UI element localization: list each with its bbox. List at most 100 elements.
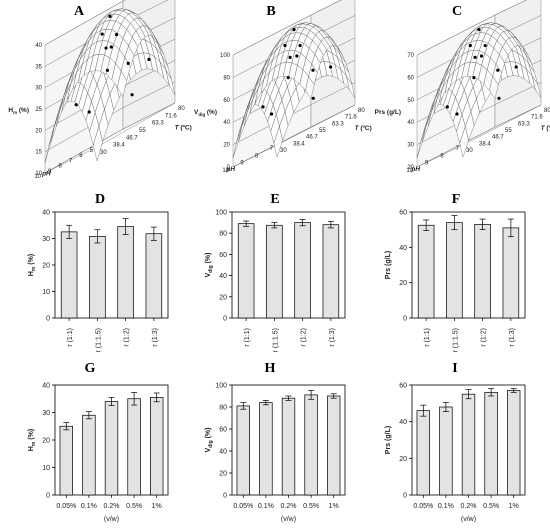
y-tick-label: 80 (219, 231, 227, 238)
z-tick-label: 40 (35, 43, 42, 49)
category-label: 0.5% (483, 503, 499, 510)
x-axis-label: pH (410, 166, 420, 173)
panel-label-c: C (452, 4, 462, 19)
z-tick-label: 100 (220, 53, 231, 59)
y-tick-label: 20 (219, 294, 227, 301)
y-tick-label: 40 (42, 210, 50, 217)
z-tick-label: 30 (407, 143, 414, 149)
bar-charts: 0 10 20 30 40 Hm (%) r (1:1) r (1:1.5) r (1:2) r … (28, 210, 526, 523)
panel-label-h: H (265, 361, 276, 376)
x-axis-label: pH (225, 166, 235, 173)
x-tick-label: 9 (425, 161, 429, 167)
y-tick-label: 40 (399, 419, 407, 426)
category-label: r (1:3) (152, 328, 159, 347)
data-point (295, 54, 299, 58)
x-tick-label: 9 (48, 169, 52, 175)
y-tick-label: 80 (358, 108, 365, 114)
data-point (288, 55, 292, 59)
z-gridline (416, 14, 496, 56)
x-tick-label: 10 (406, 168, 413, 174)
y-tick-label: 100 (215, 383, 227, 390)
z-tick-label: 15 (35, 150, 42, 156)
y-tick-label: 46.7 (126, 135, 138, 141)
z-gridline (232, 126, 312, 168)
y-tick-label: 46.7 (492, 135, 504, 141)
data-point (114, 33, 119, 37)
category-label: 0.1% (81, 503, 97, 510)
z-axis-label: Hm (%) (8, 107, 29, 115)
x-tick-label: 8 (440, 153, 444, 159)
y-tick-label: 40 (399, 245, 407, 252)
category-label: r (1:2) (481, 328, 488, 347)
surface-cell (305, 75, 315, 100)
data-point (514, 65, 518, 69)
z-tick-label: 40 (407, 120, 414, 126)
category-label: r (1:1.5) (272, 328, 279, 353)
y-tick-label: 60 (219, 427, 227, 434)
y-tick-label: 20 (399, 456, 407, 463)
bar (89, 236, 106, 319)
bar (104, 401, 119, 496)
y-tick-label: 60 (219, 252, 227, 259)
y-tick-label: 80 (544, 108, 550, 114)
category-label: r (1:1.5) (95, 328, 102, 353)
category-label: 0.5% (303, 503, 319, 510)
panel-label-b: B (266, 4, 275, 19)
bar (82, 414, 96, 496)
y-tick-label: 10 (42, 289, 50, 296)
z-tick-label: 10 (35, 171, 42, 177)
y-tick-label: 63.3 (152, 121, 164, 127)
data-point (445, 105, 449, 109)
y-tick-label: 0 (403, 316, 407, 323)
y-tick-label: 40 (219, 449, 227, 456)
z-tick-label: 50 (407, 98, 414, 104)
bar (281, 397, 296, 496)
z-gridline (44, 128, 124, 174)
y-axis-label: Prs (g/L) (385, 426, 392, 454)
y-axis-label: Prs (g/L) (385, 251, 392, 279)
data-point (311, 96, 315, 100)
bar-chart-g: 0 10 20 30 40 Hm (%) 0.05% 0.1% 0.2% 0.5% 1% (v/w) (28, 383, 169, 523)
x-tick-label: 7 (69, 158, 73, 164)
category-label: 0.5% (126, 503, 142, 510)
bar (237, 223, 255, 319)
data-point (496, 68, 500, 72)
data-point (479, 54, 484, 58)
data-point (147, 57, 151, 62)
category-label: 1% (509, 503, 519, 510)
data-point (87, 110, 91, 114)
panel-label-e: E (270, 192, 279, 207)
bar (117, 226, 134, 319)
data-point (126, 61, 130, 65)
data-point (100, 32, 104, 36)
bar (507, 390, 521, 496)
x-tick-label: 5 (90, 148, 94, 154)
bar-chart-i: 0 20 40 60 Prs (g/L) 0.05% 0.1% 0.2% 0.5% 1% (v/w) (385, 383, 526, 523)
y-tick-label: 71.6 (345, 115, 357, 121)
y-axis-label: T (ºC) (541, 125, 550, 132)
category-label: r (1:1) (424, 328, 431, 347)
y-tick-label: 20 (42, 438, 50, 445)
z-gridline (232, 14, 312, 56)
z-gridline (494, 104, 542, 128)
category-label: 0.2% (461, 503, 477, 510)
y-tick-label: 63.3 (332, 121, 344, 127)
plot-frame (411, 211, 526, 319)
y-tick-label: 100 (215, 210, 227, 217)
z-tick-label: 70 (407, 53, 414, 59)
z-gridline (122, 81, 176, 108)
bar (266, 224, 283, 319)
y-tick-label: 0 (403, 493, 407, 500)
y-tick-label: 60 (399, 383, 407, 390)
bar (60, 231, 78, 319)
z-tick-label: 80 (223, 75, 230, 81)
x-tick-label: 7 (270, 146, 274, 152)
bar-chart-d: 0 10 20 30 40 Hm (%) r (1:1) r (1:1.5) r (1:2) r … (28, 210, 169, 353)
z-tick-label: 20 (223, 143, 230, 149)
category-label: 0.1% (438, 503, 454, 510)
category-label: r (1:3) (329, 328, 336, 347)
category-label: r (1:1.5) (452, 328, 459, 353)
